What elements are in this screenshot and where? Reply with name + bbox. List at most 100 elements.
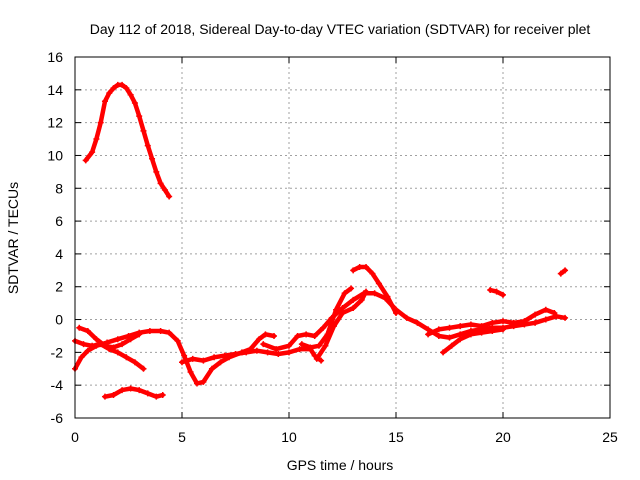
data-point-marker [119,341,126,348]
data-point-marker [140,365,147,372]
data-point-marker [80,341,87,348]
y-tick-label: -6 [51,410,64,426]
data-point-marker [208,365,215,372]
data-point-marker [303,331,310,338]
data-point-marker [136,113,143,120]
data-point-marker [101,393,108,400]
data-point-marker [493,288,500,295]
data-point-marker [89,149,96,156]
data-point-marker [448,342,455,349]
x-tick-label: 10 [281,429,297,445]
data-point-marker [110,392,117,399]
x-tick-label: 15 [388,429,404,445]
data-point-marker [350,305,357,312]
data-point-marker [110,85,117,92]
x-axis-label: GPS time / hours [287,457,394,473]
data-point-marker [322,342,329,349]
data-point-marker [425,331,432,338]
plot-frame [74,56,611,419]
data-point-marker [136,387,143,394]
data-point-marker [84,328,91,335]
data-point-marker [562,314,569,321]
data-point-marker [307,344,314,351]
chart-title: Day 112 of 2018, Sidereal Day-to-day VTE… [90,21,591,37]
data-point-marker [140,127,147,134]
data-point-marker [273,346,280,353]
x-tick-label: 5 [178,429,186,445]
data-points [72,81,569,400]
data-point-marker [149,155,156,162]
data-point-marker [275,351,282,358]
data-point-marker [435,332,442,339]
data-point-marker [286,349,292,356]
data-point-marker [467,321,474,328]
data-point-marker [166,329,173,336]
data-point-marker [101,98,108,105]
data-point-marker [179,359,185,366]
data-point-marker [76,324,83,331]
data-point-marker [521,318,528,325]
data-point-marker [157,328,164,335]
series-arc-low [101,385,166,400]
data-point-marker [446,334,453,341]
data-point-marker [97,119,104,126]
data-point-marker [298,341,305,348]
data-point-marker [260,341,267,348]
series-arc-b [72,337,147,372]
data-point-marker [500,291,506,298]
data-point-marker [243,349,250,356]
data-point-marker [123,354,130,361]
data-point-marker [320,324,327,331]
data-point-marker [350,267,357,274]
data-point-marker [341,290,348,297]
data-point-marker [286,342,292,349]
data-point-marker [153,393,160,400]
series-arc-i [425,306,558,338]
y-tick-label: 14 [47,82,63,98]
data-point-marker [119,81,126,88]
data-point-marker [189,355,196,362]
data-point-marker [551,309,558,316]
data-point-marker [478,323,485,330]
series-arc-d [179,346,325,366]
data-point-marker [127,385,134,392]
data-point-marker [114,336,121,343]
series-arc-peak [82,81,173,200]
data-point-marker [487,287,494,294]
data-point-marker [542,316,549,323]
data-point-marker [119,387,126,394]
data-point-marker [510,319,517,326]
data-point-marker [146,328,153,335]
y-tick-label: 16 [47,49,63,65]
data-point-marker [123,85,130,92]
data-point-marker [82,157,89,164]
data-point-marker [161,186,168,193]
data-point-marker [313,355,320,362]
data-point-marker [369,270,376,277]
data-point-marker [174,337,181,344]
x-tick-label: 25 [602,429,618,445]
data-point-marker [78,354,85,361]
data-point-marker [106,90,113,97]
data-point-marker [414,319,421,326]
data-point-marker [500,326,506,333]
data-point-marker [114,349,121,356]
y-tick-label: -2 [51,344,64,360]
series-arc-h [350,264,399,316]
data-point-marker [187,369,194,376]
data-point-marker [348,285,355,292]
data-point-marker [467,331,474,338]
data-point-marker [446,324,453,331]
series-arc-j [440,326,506,356]
data-point-marker [363,288,370,295]
data-point-marker [562,267,569,274]
data-point-marker [557,270,564,277]
data-point-marker [489,328,496,335]
data-point-marker [217,359,224,366]
y-tick-label: 0 [55,312,63,328]
data-point-marker [232,351,239,358]
data-point-marker [144,142,151,149]
y-tick-label: 8 [55,180,63,196]
series-arc-g [313,288,370,362]
series-arc-l [557,267,569,277]
